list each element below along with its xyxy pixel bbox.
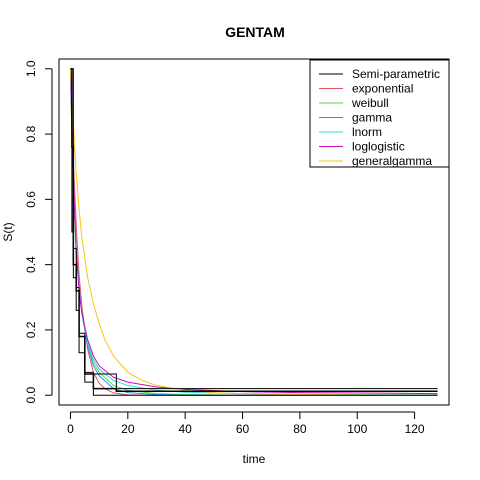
legend-label-gamma: gamma	[352, 111, 392, 125]
y-tick-label: 0.2	[24, 321, 38, 338]
y-tick-label: 0.6	[24, 191, 38, 208]
legend-label-generalgamma: generalgamma	[352, 154, 432, 168]
x-tick-label: 40	[178, 422, 192, 436]
x-tick-label: 80	[293, 422, 307, 436]
legend-box	[309, 59, 450, 168]
legend: Semi-parametricexponentialweibullgammaln…	[309, 59, 450, 168]
chart-title: GENTAM	[225, 24, 285, 40]
y-axis-label: S(t)	[1, 222, 15, 241]
y-tick-label: 0.4	[24, 256, 38, 273]
legend-label-loglogistic: loglogistic	[352, 140, 405, 154]
x-tick-label: 120	[405, 422, 425, 436]
x-tick-label: 100	[347, 422, 367, 436]
series-generalgamma-line	[69, 68, 438, 396]
legend-label-lnorm: lnorm	[352, 125, 382, 139]
x-axis-label: time	[243, 452, 266, 466]
plot-area	[69, 68, 438, 396]
y-tick-label: 1.0	[24, 60, 38, 77]
legend-label-exponential: exponential	[352, 82, 413, 96]
x-tick-label: 0	[67, 422, 74, 436]
series-semi-parametric-lower-bound	[70, 68, 438, 396]
legend-label-weibull: weibull	[351, 96, 389, 110]
x-tick-label: 60	[236, 422, 250, 436]
plot-frame	[58, 58, 450, 406]
y-tick-label: 0.0	[24, 387, 38, 404]
y-tick-label: 0.8	[24, 125, 38, 142]
x-tick-label: 20	[121, 422, 135, 436]
axes: 0 20 40 60 80 100 120 0.0 0.2 0.4 0.6 0.8 1.0	[24, 60, 425, 436]
legend-label-semi-parametric: Semi-parametric	[352, 67, 440, 81]
